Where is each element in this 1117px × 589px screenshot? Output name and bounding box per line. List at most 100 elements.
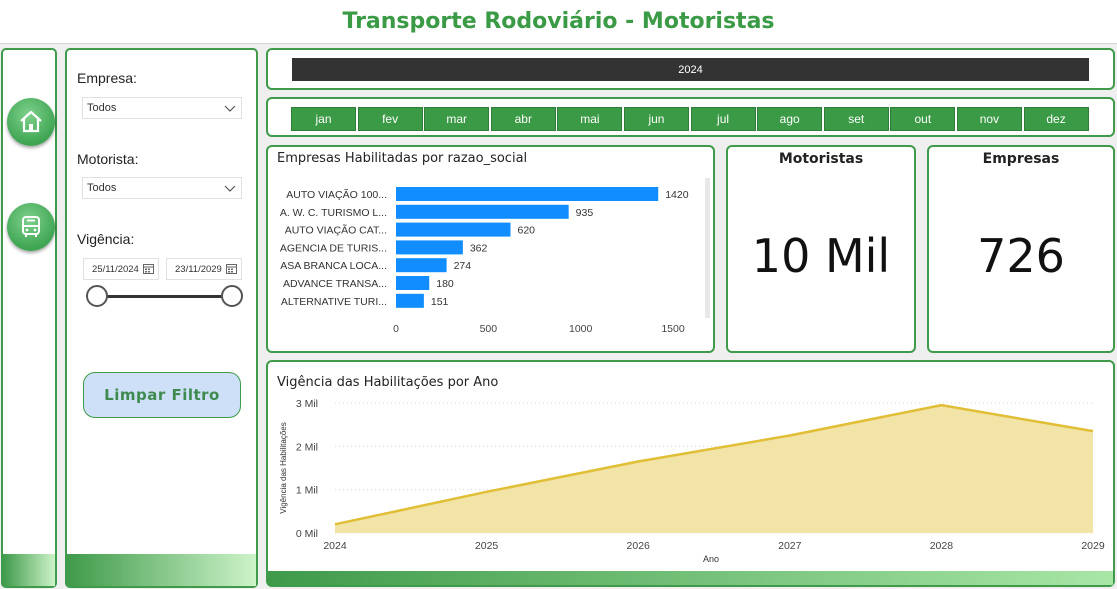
kpi-motoristas-value: 10 Mil xyxy=(751,229,891,283)
area-footer-strip xyxy=(268,571,1113,585)
bar-value-label: 274 xyxy=(454,260,472,272)
area-chart: 0 Mil 1 Mil 2 Mil 3 Mil 2024 2025 2026 2027 2028… xyxy=(279,398,1105,564)
x-tick-label: 2026 xyxy=(627,540,651,552)
date-start-value: 25/11/2024 xyxy=(92,264,139,275)
x-axis-label: Ano xyxy=(703,554,719,564)
area-point[interactable] xyxy=(332,521,338,527)
x-tick-label: 2024 xyxy=(323,540,347,552)
chevron-down-icon xyxy=(224,105,236,112)
nav-footer-strip xyxy=(3,554,55,586)
filter-panel: Empresa: Todos Motorista: Todos Vigência… xyxy=(65,48,258,588)
month-button-out[interactable]: out xyxy=(890,107,956,131)
date-range-slider[interactable] xyxy=(97,295,232,298)
area-point[interactable] xyxy=(787,433,793,439)
motorista-select[interactable]: Todos xyxy=(82,177,242,199)
area-fill xyxy=(335,405,1093,533)
bar[interactable] xyxy=(396,222,511,237)
bar-category-label: ASA BRANCA LOCA... xyxy=(280,260,387,272)
motorista-label: Motorista: xyxy=(77,151,139,167)
x-tick-label: 2027 xyxy=(778,540,802,552)
slider-start-handle[interactable] xyxy=(86,285,108,307)
month-button-set[interactable]: set xyxy=(823,107,889,131)
bar-value-label: 935 xyxy=(576,207,594,219)
bar-chart-scrollbar[interactable] xyxy=(705,178,710,318)
area-point[interactable] xyxy=(1090,428,1096,434)
bar[interactable] xyxy=(396,204,569,219)
area-point[interactable] xyxy=(635,459,641,465)
bar-chart-title: Empresas Habilitadas por razao_social xyxy=(277,151,528,166)
x-tick-label: 500 xyxy=(480,323,498,335)
clear-filter-button[interactable]: Limpar Filtro xyxy=(83,372,241,418)
empresa-label: Empresa: xyxy=(77,70,137,86)
y-tick-label: 0 Mil xyxy=(296,528,318,540)
empresas-bar-chart-panel: Empresas Habilitadas por razao_social AU… xyxy=(266,145,715,353)
calendar-icon xyxy=(226,264,237,274)
x-tick-label: 2025 xyxy=(475,540,499,552)
page-title: Transporte Rodoviário - Motoristas xyxy=(342,9,775,34)
bar-category-label: ALTERNATIVE TURI... xyxy=(281,296,387,308)
home-button[interactable] xyxy=(7,98,55,146)
date-end-value: 23/11/2029 xyxy=(175,264,222,275)
slider-end-handle[interactable] xyxy=(221,285,243,307)
x-tick-label: 0 xyxy=(393,323,399,335)
year-panel: 2024 xyxy=(266,48,1115,90)
bar[interactable] xyxy=(396,187,659,201)
bar-value-label: 1420 xyxy=(665,189,689,201)
month-list: jan fev mar abr mai jun jul ago set out nov dez xyxy=(291,107,1090,131)
bar-category-label: AUTO VIAÇÃO 100... xyxy=(286,188,387,201)
month-button-mai[interactable]: mai xyxy=(557,107,623,131)
month-button-nov[interactable]: nov xyxy=(956,107,1022,131)
date-start-input[interactable]: 25/11/2024 xyxy=(83,258,159,280)
month-panel: jan fev mar abr mai jun jul ago set out nov dez xyxy=(266,97,1115,137)
x-tick-label: 2029 xyxy=(1081,540,1105,552)
date-end-input[interactable]: 23/11/2029 xyxy=(166,258,242,280)
x-tick-label: 1500 xyxy=(661,323,685,335)
motorista-select-value: Todos xyxy=(87,182,117,194)
bar[interactable] xyxy=(396,276,430,290)
kpi-motoristas-card: Motoristas 10 Mil xyxy=(726,145,916,353)
bus-icon xyxy=(22,216,40,237)
bar-chart: AUTO VIAÇÃO 100... 1420 A. W. C. TURISMO L… xyxy=(280,178,710,335)
kpi-empresas-label: Empresas xyxy=(982,151,1060,167)
bar-value-label: 620 xyxy=(517,225,535,237)
bus-button[interactable] xyxy=(7,203,55,251)
month-button-fev[interactable]: fev xyxy=(357,107,423,131)
y-axis-label: Vigência das Habilitações xyxy=(279,422,288,513)
area-point[interactable] xyxy=(484,489,490,495)
bar[interactable] xyxy=(396,240,463,255)
area-line xyxy=(334,403,1094,526)
bar[interactable] xyxy=(396,293,424,308)
month-button-jun[interactable]: jun xyxy=(623,107,689,131)
page-header: Transporte Rodoviário - Motoristas xyxy=(0,0,1117,44)
bar-category-label: A. W. C. TURISMO L... xyxy=(280,207,387,219)
calendar-icon xyxy=(143,264,154,274)
area-point[interactable] xyxy=(938,402,944,408)
kpi-empresas-value: 726 xyxy=(977,229,1065,283)
y-tick-label: 2 Mil xyxy=(296,441,318,453)
month-button-jan[interactable]: jan xyxy=(291,107,356,131)
bar[interactable] xyxy=(396,258,447,273)
chevron-down-icon xyxy=(224,185,236,192)
bar-category-label: AUTO VIAÇÃO CAT... xyxy=(285,224,387,237)
month-button-abr[interactable]: abr xyxy=(490,107,556,131)
month-button-mar[interactable]: mar xyxy=(424,107,490,131)
area-chart-title: Vigência das Habilitações por Ano xyxy=(277,375,499,390)
vigencia-area-chart-panel: Vigência das Habilitações por Ano 0 Mil 1… xyxy=(266,360,1115,587)
y-tick-label: 1 Mil xyxy=(296,485,318,497)
bar-value-label: 362 xyxy=(470,242,488,254)
kpi-empresas-card: Empresas 726 xyxy=(927,145,1115,353)
year-button[interactable]: 2024 xyxy=(292,58,1089,81)
bar-category-label: AGENCIA DE TURIS... xyxy=(280,242,387,254)
vigencia-label: Vigência: xyxy=(77,231,135,247)
month-button-jul[interactable]: jul xyxy=(690,107,756,131)
x-tick-label: 2028 xyxy=(930,540,954,552)
empresa-select[interactable]: Todos xyxy=(82,97,242,119)
bar-category-label: ADVANCE TRANSA... xyxy=(283,278,387,290)
x-tick-label: 1000 xyxy=(569,323,593,335)
kpi-motoristas-label: Motoristas xyxy=(778,151,864,167)
month-button-ago[interactable]: ago xyxy=(757,107,823,131)
nav-panel xyxy=(1,48,57,588)
filter-footer-strip xyxy=(67,554,256,586)
empresa-select-value: Todos xyxy=(87,102,117,114)
month-button-dez[interactable]: dez xyxy=(1023,107,1089,131)
